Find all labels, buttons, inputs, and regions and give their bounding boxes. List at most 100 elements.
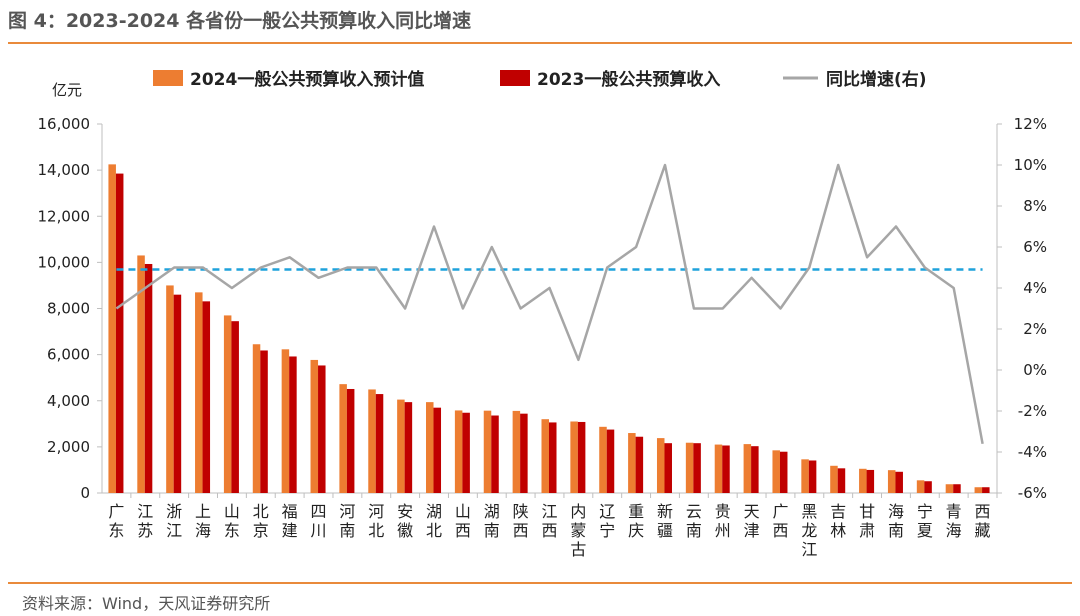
source-rule	[8, 582, 1072, 584]
bar-2024-estimate	[974, 487, 983, 493]
bar-2023-actual	[549, 422, 557, 493]
bar-2023-actual	[895, 471, 903, 493]
bar-2024-estimate	[368, 389, 376, 493]
left-tick-label: 10,000	[38, 253, 91, 271]
right-tick-label: 0%	[1023, 361, 1047, 379]
x-category-label: 广	[108, 502, 124, 521]
bar-2024-estimate	[310, 359, 319, 493]
x-category-label: 南	[484, 521, 500, 540]
x-category-label: 黑	[801, 502, 817, 521]
right-tick-label: 6%	[1023, 238, 1047, 256]
x-category-label: 广	[772, 502, 788, 521]
bar-2023-actual	[722, 445, 730, 493]
axes: 0 2,000 4,000 6,000 8,000 10,000 12,000 14,000 1…	[38, 81, 1048, 559]
bar-2024-estimate	[599, 426, 607, 493]
bar-2023-actual	[346, 388, 355, 493]
legend-label-2024: 2024一般公共预算收入预计值	[190, 69, 424, 90]
x-category-label: 北	[426, 521, 442, 540]
x-category-label: 津	[744, 521, 760, 540]
x-category-label: 上	[195, 502, 211, 521]
bar-2024-estimate	[916, 480, 925, 493]
x-category-label: 内	[570, 502, 586, 521]
bar-2024-estimate	[570, 421, 578, 493]
bar-2024-estimate	[945, 484, 954, 493]
x-category-label: 西	[513, 521, 529, 540]
x-category-label: 建	[282, 521, 298, 540]
x-category-label: 山	[455, 502, 471, 521]
bar-2024-estimate	[166, 285, 174, 493]
bar-2023-actual	[866, 469, 875, 493]
x-category-label: 贵	[715, 502, 731, 521]
bar-2024-estimate	[714, 444, 723, 493]
x-category-label: 天	[744, 502, 760, 521]
x-category-label: 古	[570, 540, 586, 559]
bar-2023-actual	[635, 436, 644, 493]
x-category-label: 辽	[599, 502, 615, 521]
x-category-label: 北	[368, 521, 384, 540]
x-category-label: 东	[108, 521, 124, 540]
bar-2023-actual	[491, 415, 499, 493]
bar-2024-estimate	[281, 349, 290, 493]
bar-2023-actual	[462, 412, 470, 493]
x-category-label: 江	[137, 502, 153, 521]
x-category-label: 川	[311, 521, 327, 540]
right-tick-label: -4%	[1018, 443, 1047, 461]
right-tick-label: -2%	[1018, 402, 1047, 420]
bar-2023-actual	[433, 407, 442, 493]
bar-2023-actual	[375, 394, 384, 493]
bar-2023-actual	[144, 263, 153, 493]
right-tick-label: 8%	[1023, 197, 1047, 215]
bars	[108, 164, 990, 493]
bar-2024-estimate	[656, 438, 665, 493]
bar-2023-actual	[953, 484, 961, 493]
bar-2023-actual	[751, 446, 759, 493]
right-tick-label: 4%	[1023, 279, 1047, 297]
legend-label-2023: 2023一般公共预算收入	[537, 69, 720, 90]
bar-2023-actual	[289, 356, 297, 493]
bar-2023-actual	[404, 402, 413, 493]
left-tick-label: 12,000	[38, 207, 91, 225]
x-category-label: 南	[888, 521, 904, 540]
bar-2024-estimate	[108, 164, 116, 493]
bar-2023-actual	[202, 301, 211, 493]
left-tick-label: 14,000	[38, 161, 91, 179]
provincial-budget-chart: 0 2,000 4,000 6,000 8,000 10,000 12,000 14,000 1…	[38, 69, 1048, 559]
bar-2023-actual	[520, 413, 528, 493]
x-category-label: 徽	[397, 521, 413, 540]
bar-2024-estimate	[801, 459, 809, 493]
x-category-label: 河	[368, 502, 384, 521]
left-tick-label: 2,000	[47, 438, 90, 456]
left-axis-unit: 亿元	[52, 81, 82, 99]
x-category-label: 林	[830, 521, 846, 540]
title-rule	[8, 42, 1072, 44]
x-category-label: 西	[541, 521, 557, 540]
x-category-label: 江	[801, 540, 817, 559]
x-category-label: 西	[455, 521, 471, 540]
x-category-label: 湖	[484, 502, 500, 521]
x-category-label: 河	[339, 502, 355, 521]
x-category-label: 龙	[801, 521, 817, 540]
right-tick-label: 10%	[1014, 156, 1047, 174]
x-category-label: 南	[686, 521, 702, 540]
right-tick-label: -6%	[1018, 484, 1047, 502]
x-category-label: 南	[339, 521, 355, 540]
bar-2024-estimate	[772, 450, 780, 493]
x-category-label: 海	[946, 521, 962, 540]
bar-2024-estimate	[137, 255, 145, 493]
left-tick-label: 0	[80, 484, 90, 502]
bar-2024-estimate	[252, 344, 261, 493]
lines	[115, 163, 984, 445]
bar-2024-estimate	[512, 410, 521, 493]
x-category-label: 浙	[166, 502, 182, 521]
bar-2024-estimate	[426, 402, 434, 493]
left-tick-label: 8,000	[47, 300, 90, 318]
x-category-label: 蒙	[570, 521, 586, 540]
x-category-label: 海	[888, 502, 904, 521]
right-tick-label: 12%	[1014, 115, 1047, 133]
x-category-label: 青	[946, 502, 962, 521]
x-category-label: 陕	[513, 502, 529, 521]
left-tick-label: 16,000	[38, 115, 91, 133]
bar-2024-estimate	[685, 442, 694, 493]
x-category-label: 州	[715, 521, 731, 540]
bar-2024-estimate	[859, 468, 867, 493]
